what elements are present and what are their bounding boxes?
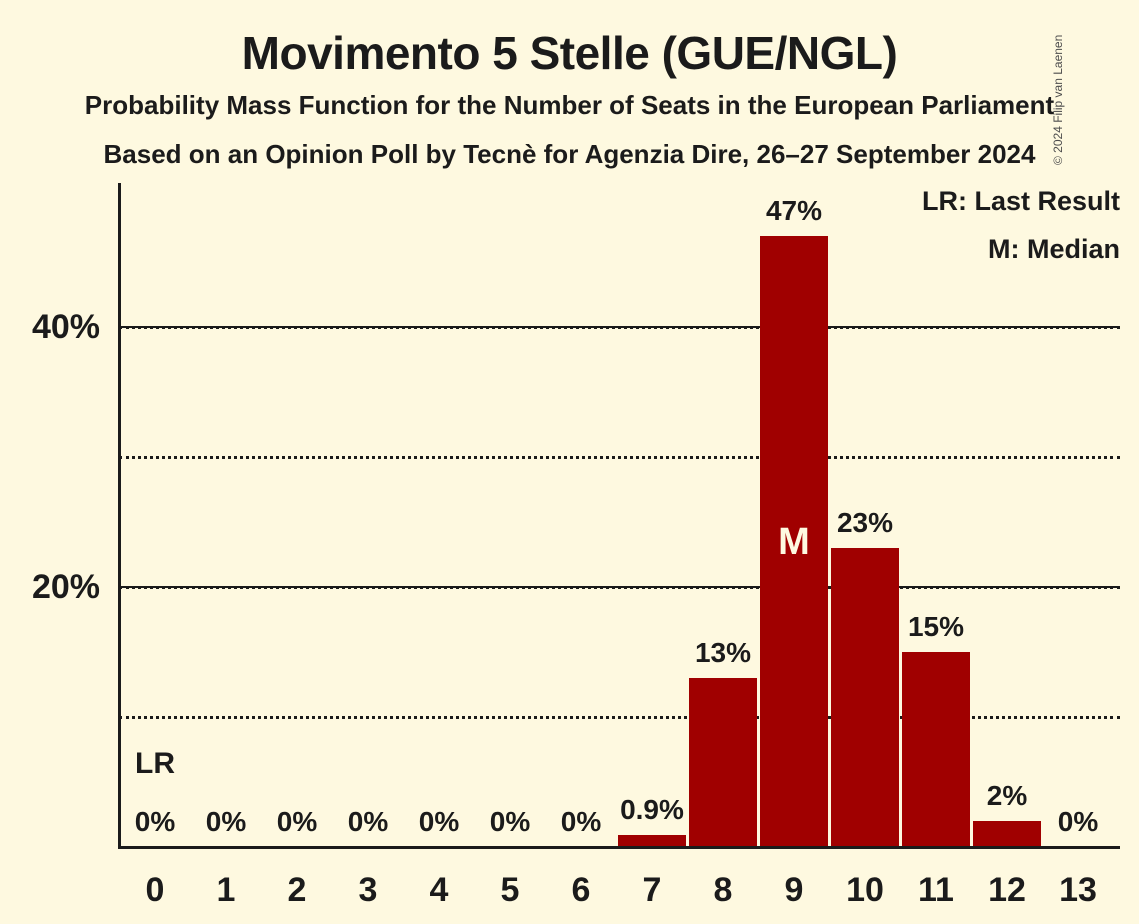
bar-seat-9 <box>760 236 828 847</box>
bar-value-label-seat-5: 0% <box>489 806 531 837</box>
chart-subtitle-pmf: Probability Mass Function for the Number… <box>84 90 1055 120</box>
legend-last-result: LR: Last Result <box>921 186 1120 216</box>
x-axis-label-seat-2: 2 <box>287 871 307 909</box>
bar-value-label-seat-7: 0.9% <box>620 794 684 826</box>
x-axis-label-seat-10: 10 <box>846 871 884 909</box>
bar-seat-10 <box>831 548 899 847</box>
bar-value-label-seat-4: 0% <box>418 806 460 837</box>
gridline-dotted-10pct <box>119 716 1120 719</box>
y-axis-line <box>118 183 121 849</box>
x-axis-label-seat-4: 4 <box>429 871 449 909</box>
last-result-marker: LR <box>135 747 175 780</box>
bar-value-label-seat-8: 13% <box>694 637 752 668</box>
x-axis-label-seat-3: 3 <box>358 871 378 909</box>
bar-value-label-seat-3: 0% <box>347 806 389 837</box>
x-axis-label-seat-6: 6 <box>571 871 591 909</box>
bar-seat-7 <box>618 835 686 847</box>
gridline-solid-20pct <box>119 586 1120 588</box>
bar-value-label-seat-0: 0% <box>134 806 176 837</box>
bar-value-label-seat-12: 2% <box>986 780 1028 811</box>
x-axis-label-seat-11: 11 <box>918 871 954 909</box>
legend-median: M: Median <box>988 234 1120 264</box>
bar-seat-12 <box>973 821 1041 847</box>
bar-value-label-seat-2: 0% <box>276 806 318 837</box>
x-axis-label-seat-9: 9 <box>784 871 804 909</box>
median-marker: M <box>778 520 810 563</box>
x-axis-label-seat-8: 8 <box>713 871 733 909</box>
y-axis-label-40pct: 40% <box>31 308 100 346</box>
x-axis-label-seat-12: 12 <box>988 871 1026 909</box>
gridline-dotted-30pct <box>119 456 1120 459</box>
y-axis-label-20pct: 20% <box>31 568 100 606</box>
chart-title: Movimento 5 Stelle (GUE/NGL) <box>241 27 898 79</box>
x-axis-label-seat-0: 0 <box>145 871 165 909</box>
gridline-solid-40pct <box>119 326 1120 328</box>
x-axis-label-seat-5: 5 <box>500 871 520 909</box>
bar-value-label-seat-9: 47% <box>765 195 823 226</box>
x-axis-line <box>118 846 1120 849</box>
bar-seat-8 <box>689 678 757 847</box>
bar-seat-11 <box>902 652 970 847</box>
bar-value-label-seat-6: 0% <box>560 806 602 837</box>
x-axis-label-seat-13: 13 <box>1059 871 1097 909</box>
x-axis-label-seat-7: 7 <box>642 871 662 909</box>
bar-value-label-seat-10: 23% <box>836 507 894 538</box>
bar-value-label-seat-11: 15% <box>907 611 965 642</box>
chart-subtitle-poll: Based on an Opinion Poll by Tecnè for Ag… <box>103 139 1036 169</box>
bar-value-label-seat-13: 0% <box>1057 806 1099 837</box>
bar-value-label-seat-1: 0% <box>205 806 247 837</box>
x-axis-label-seat-1: 1 <box>216 871 236 909</box>
